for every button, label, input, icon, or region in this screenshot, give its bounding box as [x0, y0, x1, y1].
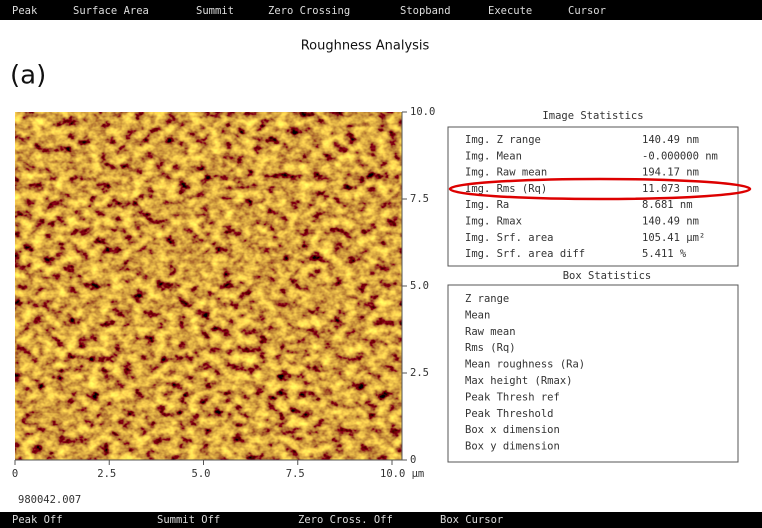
y-tick-label: 7.5: [410, 193, 429, 205]
stat-label: Img. Srf. area diff: [465, 248, 585, 260]
status-item[interactable]: Peak Off: [12, 514, 63, 526]
status-item[interactable]: Summit Off: [157, 514, 220, 526]
x-tick-label: 10.0 μm: [380, 468, 424, 480]
section-title: Image Statistics: [542, 110, 643, 122]
stat-label: Img. Rmax: [465, 216, 522, 228]
stat-label: Img. Raw mean: [465, 167, 547, 179]
menu-item[interactable]: Stopband: [400, 5, 451, 17]
stat-value: 194.17 nm: [642, 167, 699, 179]
stat-label: Peak Thresh ref: [465, 391, 560, 403]
stat-label: Img. Mean: [465, 150, 522, 162]
stat-label: Img. Z range: [465, 134, 541, 146]
stat-label: Rms (Rq): [465, 342, 516, 354]
stat-value: 105.41 μm²: [642, 232, 705, 244]
y-tick-label: 2.5: [410, 367, 429, 379]
menu-item[interactable]: Cursor: [568, 5, 606, 17]
stat-label: Mean: [465, 309, 490, 321]
stat-label: Box x dimension: [465, 424, 560, 436]
stat-label: Peak Threshold: [465, 408, 554, 420]
status-item[interactable]: Box Cursor: [440, 514, 503, 526]
menu-item[interactable]: Execute: [488, 5, 532, 17]
stat-label: Img. Srf. area: [465, 232, 554, 244]
menu-item[interactable]: Peak: [12, 5, 38, 17]
menu-item[interactable]: Zero Crossing: [268, 5, 350, 17]
y-tick-label: 10.0: [410, 106, 435, 118]
stat-value: -0.000000 nm: [642, 150, 718, 162]
stat-label: Img. Rms (Rq): [465, 183, 547, 195]
stat-label: Z range: [465, 293, 509, 305]
y-tick-label: 0: [410, 454, 416, 466]
x-tick-label: 0: [12, 468, 18, 480]
stat-label: Mean roughness (Ra): [465, 359, 585, 371]
x-tick-label: 2.5: [97, 468, 116, 480]
stat-value: 140.49 nm: [642, 134, 699, 146]
menu-item[interactable]: Surface Area: [73, 5, 149, 17]
menu-item[interactable]: Summit: [196, 5, 234, 17]
panel-label: (a): [10, 61, 46, 91]
stat-value: 8.681 nm: [642, 199, 693, 211]
window-title: Roughness Analysis: [301, 39, 430, 54]
stat-value: 5.411 %: [642, 248, 687, 260]
stat-label: Box y dimension: [465, 441, 560, 453]
y-tick-label: 5.0: [410, 280, 429, 292]
status-item[interactable]: Zero Cross. Off: [298, 514, 393, 526]
screen: Peak Surface Area Summit Zero Crossing Stopb…: [0, 0, 762, 528]
stat-label: Img. Ra: [465, 199, 509, 211]
file-id: 980042.007: [18, 494, 81, 506]
stat-label: Max height (Rmax): [465, 375, 572, 387]
x-tick-label: 7.5: [286, 468, 305, 480]
section-title: Box Statistics: [563, 270, 652, 282]
afm-image: [15, 112, 402, 460]
x-tick-label: 5.0: [192, 468, 211, 480]
stat-value: 11.073 nm: [642, 183, 699, 195]
stat-label: Raw mean: [465, 326, 516, 338]
stat-value: 140.49 nm: [642, 216, 699, 228]
